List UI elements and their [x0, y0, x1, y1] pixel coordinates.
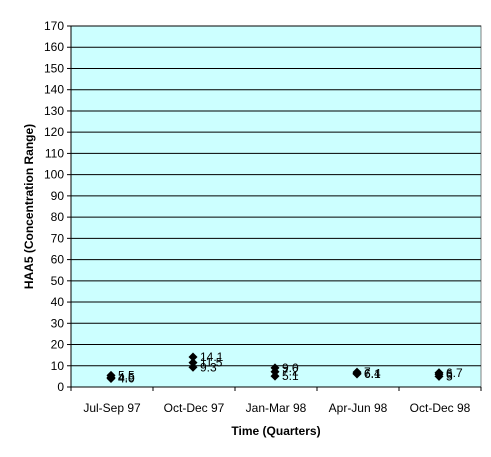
y-tick-label: 130	[44, 104, 64, 118]
plot-area	[70, 25, 482, 388]
data-label: 5	[446, 369, 453, 383]
x-tick-label: Oct-Dec 97	[164, 401, 225, 415]
data-point	[270, 371, 280, 381]
y-tick-label: 10	[51, 359, 65, 373]
data-point	[434, 371, 444, 381]
data-label: 6	[446, 367, 453, 381]
data-point	[188, 358, 198, 368]
data-label: 6.7	[446, 366, 463, 380]
data-label: 4.5	[118, 370, 135, 384]
y-tick-label: 30	[51, 316, 65, 330]
y-tick-label: 120	[44, 125, 64, 139]
y-tick-label: 100	[44, 168, 64, 182]
x-tick-label: Oct-Dec 98	[410, 401, 471, 415]
data-label: 4.0	[118, 372, 135, 386]
y-axis-title: HAA5 (Concentration Range)	[22, 124, 36, 289]
data-point	[188, 362, 198, 372]
x-tick-label: Apr-Jun 98	[329, 401, 388, 415]
y-tick-label: 160	[44, 40, 64, 54]
y-tick-label: 0	[57, 380, 64, 394]
y-tick-label: 90	[51, 189, 65, 203]
y-axis-ticks: 0 10 20 30 40 50 60 70 80 90 100 110 120 130 140 150 160…	[44, 19, 481, 394]
y-tick-label: 140	[44, 83, 64, 97]
y-tick-label: 70	[51, 231, 65, 245]
data-point	[352, 369, 362, 379]
x-axis-title: Time (Quarters)	[231, 424, 320, 438]
data-label: 14.1	[200, 350, 224, 364]
y-tick-label: 20	[51, 338, 65, 352]
y-tick-label: 80	[51, 210, 65, 224]
data-label: 9.3	[200, 360, 217, 374]
y-tick-label: 150	[44, 61, 64, 75]
data-label: 11.5	[200, 356, 223, 370]
data-label: 6.4	[364, 366, 381, 380]
data-label: 7.2	[282, 365, 299, 379]
x-tick-label: Jan-Mar 98	[246, 401, 307, 415]
data-points	[106, 352, 444, 384]
y-tick-label: 40	[51, 295, 65, 309]
y-tick-label: 50	[51, 274, 65, 288]
data-labels: 5.54.54.0 14.111.59.3 9.07.25.1 76.46.1 6.76…	[118, 350, 463, 385]
data-point	[188, 352, 198, 362]
y-tick-label: 110	[45, 146, 64, 160]
y-tick-label: 60	[51, 253, 65, 267]
data-point	[106, 374, 116, 384]
data-label: 9.0	[282, 361, 299, 375]
x-tick-label: Jul-Sep 97	[83, 401, 141, 415]
data-label: 5.1	[282, 369, 299, 383]
data-label: 6.1	[364, 367, 381, 381]
x-axis-ticks: Jul-Sep 97 Oct-Dec 97 Jan-Mar 98 Apr-Jun 98…	[70, 387, 482, 415]
data-label: 7	[364, 365, 371, 379]
y-tick-label: 170	[44, 19, 64, 33]
data-label: 5.5	[118, 368, 135, 382]
gridlines	[71, 25, 481, 367]
